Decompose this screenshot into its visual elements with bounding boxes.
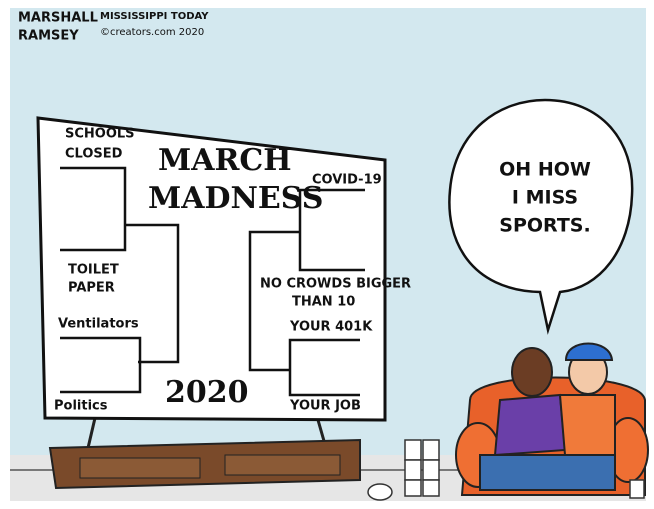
credit: ©creators.com 2020: [100, 27, 204, 38]
drawer: [225, 455, 340, 475]
speech-text: SPORTS.: [499, 215, 590, 237]
person-shirt: [560, 395, 615, 455]
bracket-title: MARCH: [158, 143, 292, 178]
cartoon: MARSHALL RAMSEY MISSISSIPPI TODAY ©creat…: [0, 0, 654, 509]
drawer: [80, 458, 200, 478]
entry: SCHOOLS: [65, 127, 135, 142]
artist: RAMSEY: [18, 29, 79, 44]
entry: YOUR 401K: [289, 320, 373, 335]
outlet: MISSISSIPPI TODAY: [100, 11, 209, 22]
entry: COVID-19: [312, 173, 382, 188]
entry: TOILET: [68, 263, 119, 278]
bracket-title: MADNESS: [148, 181, 323, 216]
entry: YOUR JOB: [289, 399, 361, 414]
bracket-year: 2020: [165, 375, 249, 410]
entry: Ventilators: [58, 317, 139, 332]
entry: NO CROWDS BIGGER: [260, 277, 411, 292]
person-head: [512, 348, 552, 396]
entry: Politics: [54, 399, 108, 414]
jeans: [480, 455, 615, 490]
entry: THAN 10: [292, 295, 355, 310]
entry: CLOSED: [65, 147, 123, 162]
person-shirt: [495, 395, 565, 455]
speech-text: OH HOW: [499, 159, 591, 181]
entry: PAPER: [68, 281, 115, 296]
artist: MARSHALL: [18, 11, 98, 26]
speech-text: I MISS: [512, 187, 578, 209]
